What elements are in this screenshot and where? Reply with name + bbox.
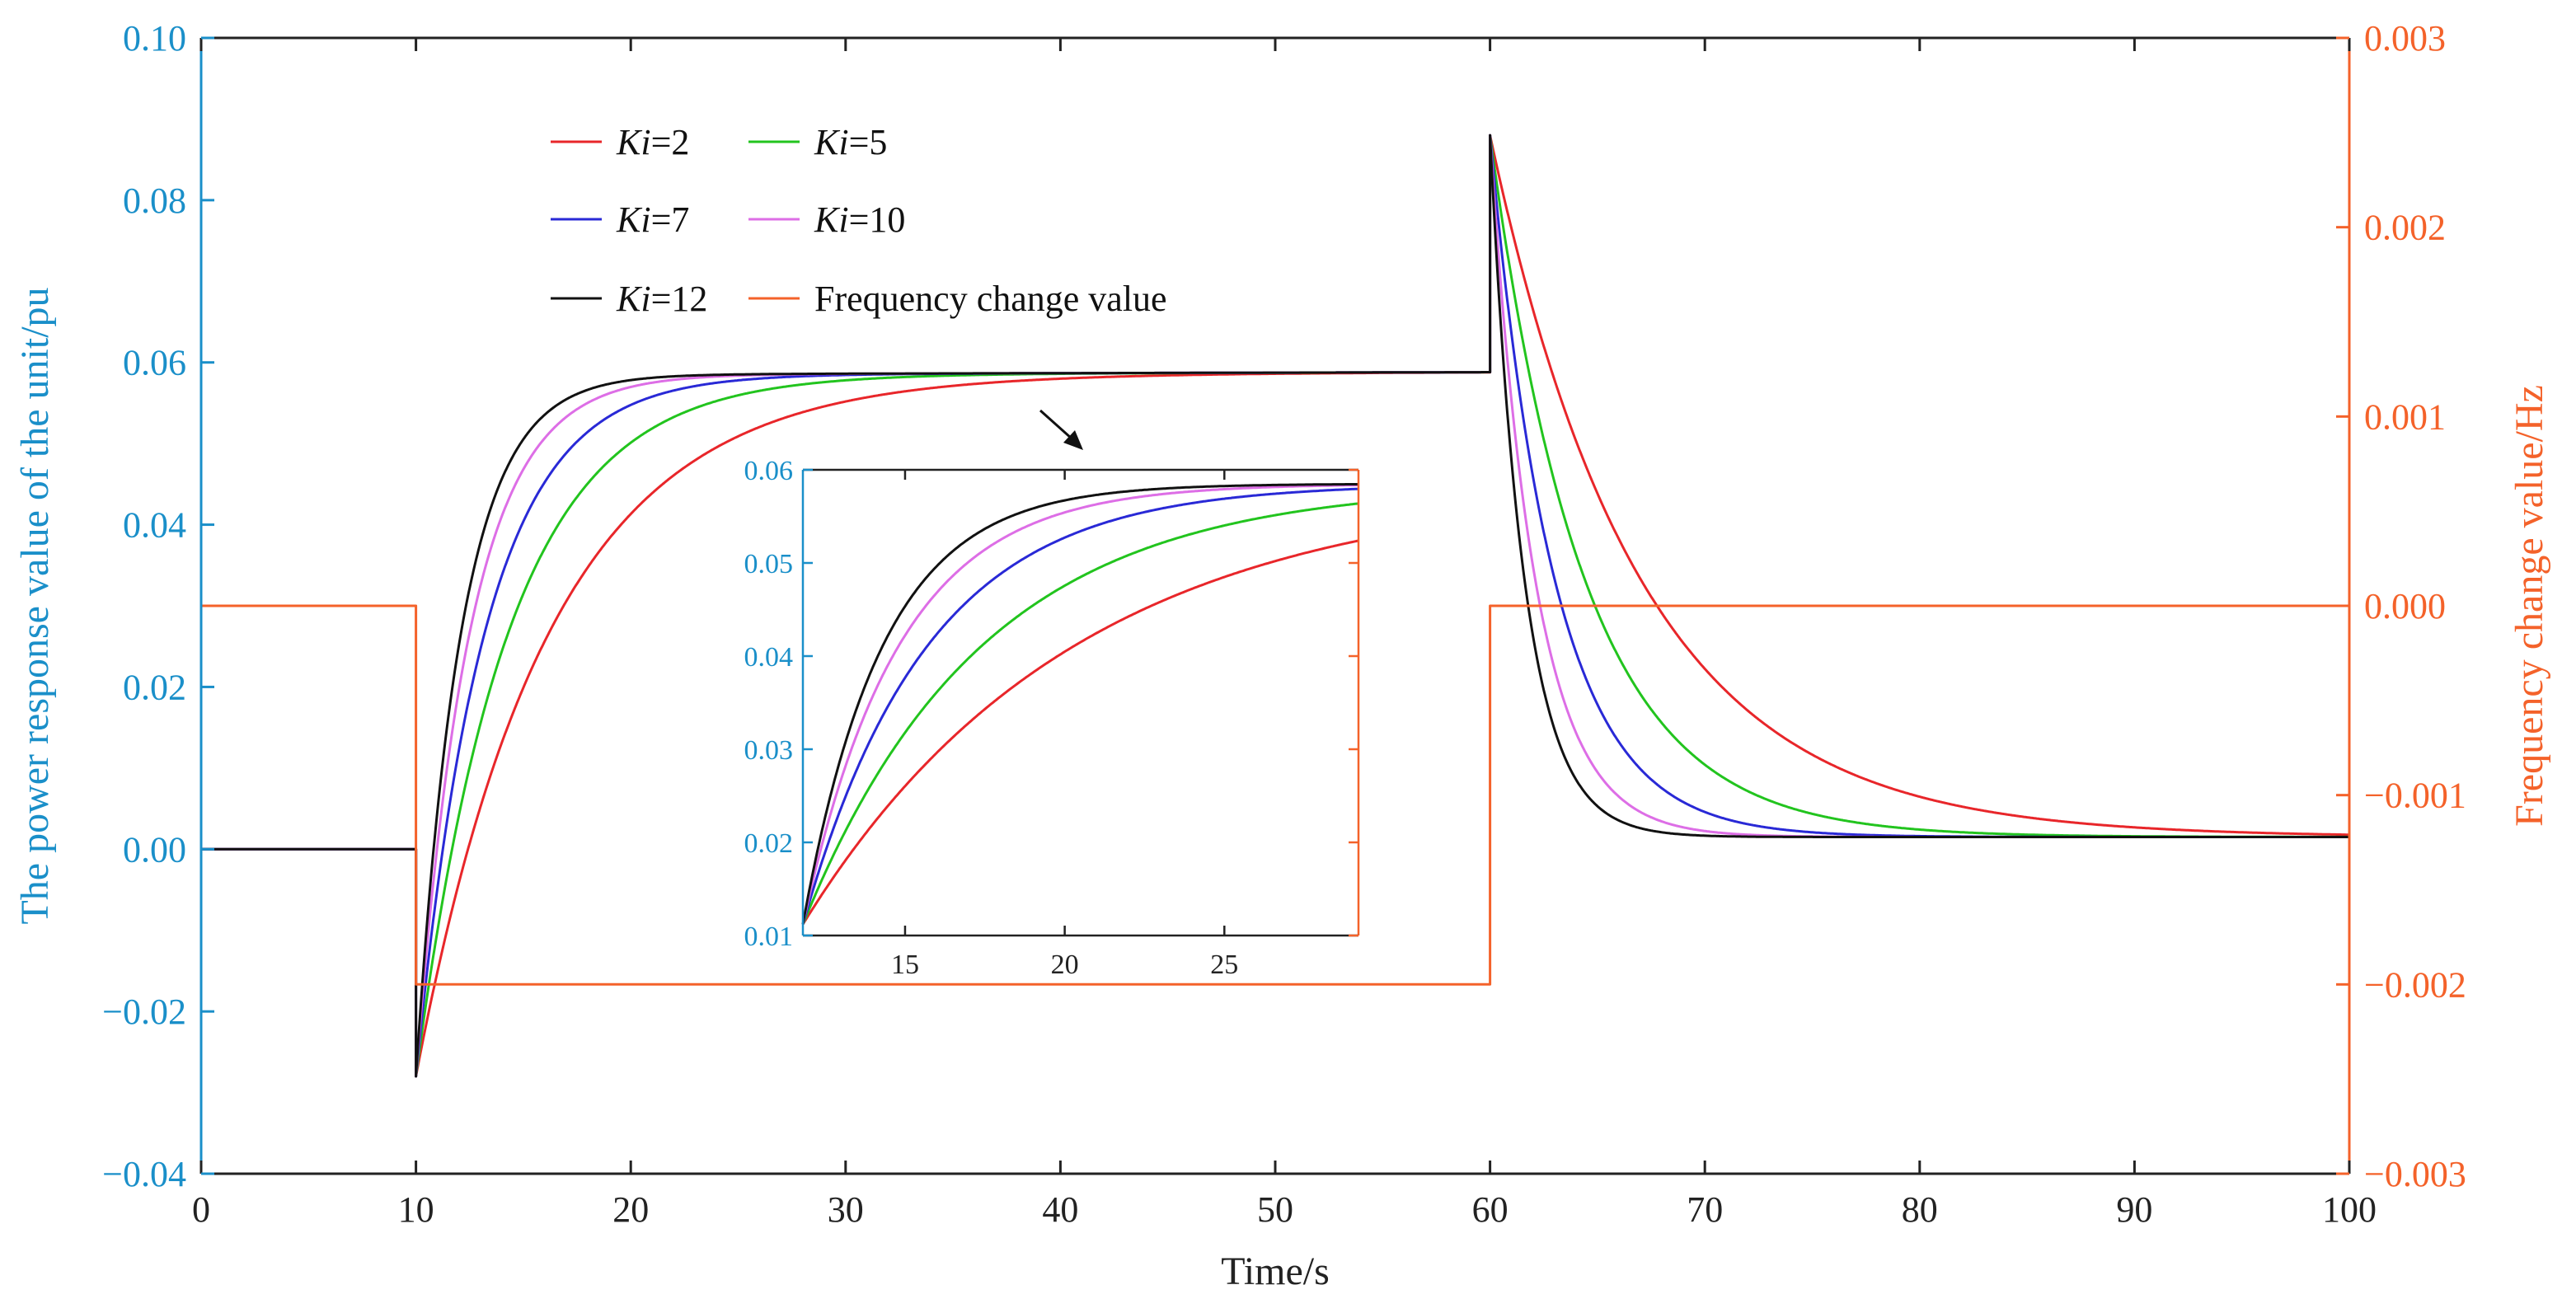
x-tick-label: 60 — [1472, 1189, 1509, 1230]
inset-y-axis-ticks: 0.01 0.02 0.03 0.04 0.05 0.06 — [744, 456, 1358, 952]
inset-background — [803, 470, 1358, 936]
legend-label: Ki=12 — [616, 279, 707, 319]
inset-series-layer — [801, 483, 1359, 926]
main-series-layer — [200, 134, 2350, 1078]
x-tick-label: 70 — [1687, 1189, 1723, 1230]
inset-x-tick-label: 20 — [1051, 950, 1079, 980]
right-y-tick-label: −0.001 — [2364, 776, 2466, 816]
x-tick-label: 0 — [192, 1189, 210, 1230]
inset-x-axis-ticks: 15 20 25 — [891, 470, 1238, 980]
right-y-tick-label: 0.002 — [2364, 208, 2446, 248]
inset-x-tick-label: 15 — [891, 950, 919, 980]
left-y-tick-label: −0.02 — [102, 992, 186, 1032]
x-axis-title: Time/s — [1221, 1250, 1330, 1293]
right-y-tick-label: 0.003 — [2364, 18, 2446, 59]
x-tick-label: 20 — [612, 1189, 649, 1230]
inset-pointer-arrow — [1039, 409, 1083, 450]
left-y-tick-label: 0.04 — [123, 505, 186, 546]
legend-label: Ki=5 — [814, 122, 887, 162]
x-tick-label: 100 — [2322, 1189, 2377, 1230]
inset-series-line-4 — [801, 483, 1358, 925]
x-tick-label: 50 — [1257, 1189, 1293, 1230]
inset-x-tick-label: 25 — [1210, 950, 1238, 980]
right-y-tick-label: −0.003 — [2364, 1154, 2466, 1194]
inset-y-tick-label: 0.06 — [744, 456, 794, 486]
inset-y-tick-label: 0.03 — [744, 735, 794, 766]
x-tick-label: 10 — [398, 1189, 434, 1230]
left-y-axis-ticks: −0.04 −0.02 0.00 0.02 0.04 0.06 0.08 0.10 — [102, 18, 214, 1194]
x-tick-label: 80 — [1902, 1189, 1938, 1230]
left-y-tick-label: 0.00 — [123, 829, 186, 870]
legend-label: Ki=2 — [616, 122, 689, 162]
right-y-tick-label: 0.000 — [2364, 586, 2446, 626]
x-axis-ticks: 0 10 20 30 40 50 60 70 80 90 100 — [192, 38, 2377, 1230]
series-line-4 — [200, 134, 2350, 1078]
right-y-tick-label: 0.001 — [2364, 396, 2446, 437]
left-y-tick-label: 0.08 — [123, 181, 186, 221]
inset-y-tick-label: 0.01 — [744, 921, 794, 952]
left-y-tick-label: −0.04 — [102, 1154, 186, 1194]
left-y-tick-label: 0.02 — [123, 667, 186, 707]
legend-label: Ki=10 — [814, 199, 905, 240]
legend-label: Frequency change value — [814, 279, 1167, 319]
x-tick-label: 30 — [828, 1189, 864, 1230]
legend-label: Ki=7 — [616, 199, 689, 240]
series-line-5 — [201, 604, 2349, 986]
inset-y-tick-label: 0.04 — [744, 642, 794, 673]
right-y-tick-label: −0.002 — [2364, 964, 2466, 1005]
x-tick-label: 40 — [1042, 1189, 1078, 1230]
x-tick-label: 90 — [2116, 1189, 2152, 1230]
inset-y-tick-label: 0.05 — [744, 549, 794, 579]
inset-series-line-3 — [801, 484, 1358, 925]
inset-y-tick-label: 0.02 — [744, 828, 794, 859]
inset-series-line-0 — [801, 539, 1359, 926]
left-y-axis-title: The power response value of the unit/pu — [13, 287, 57, 924]
right-y-axis-title: Frequency change value/Hz — [2508, 385, 2551, 827]
inset-series-line-1 — [801, 502, 1359, 925]
inset-zoom-chart: 15 20 25 0.01 0.02 0.03 0.04 0.05 0.06 — [744, 456, 1360, 980]
right-y-axis-ticks: −0.003 −0.002 −0.001 0.000 0.001 0.002 0.003 — [2336, 18, 2466, 1194]
left-y-tick-label: 0.06 — [123, 343, 186, 383]
inset-series-line-2 — [801, 487, 1359, 925]
left-y-tick-label: 0.10 — [123, 18, 186, 59]
legend: Ki=2 Ki=5 Ki=7 Ki=10 Ki=12 Frequency change v… — [551, 122, 1167, 319]
